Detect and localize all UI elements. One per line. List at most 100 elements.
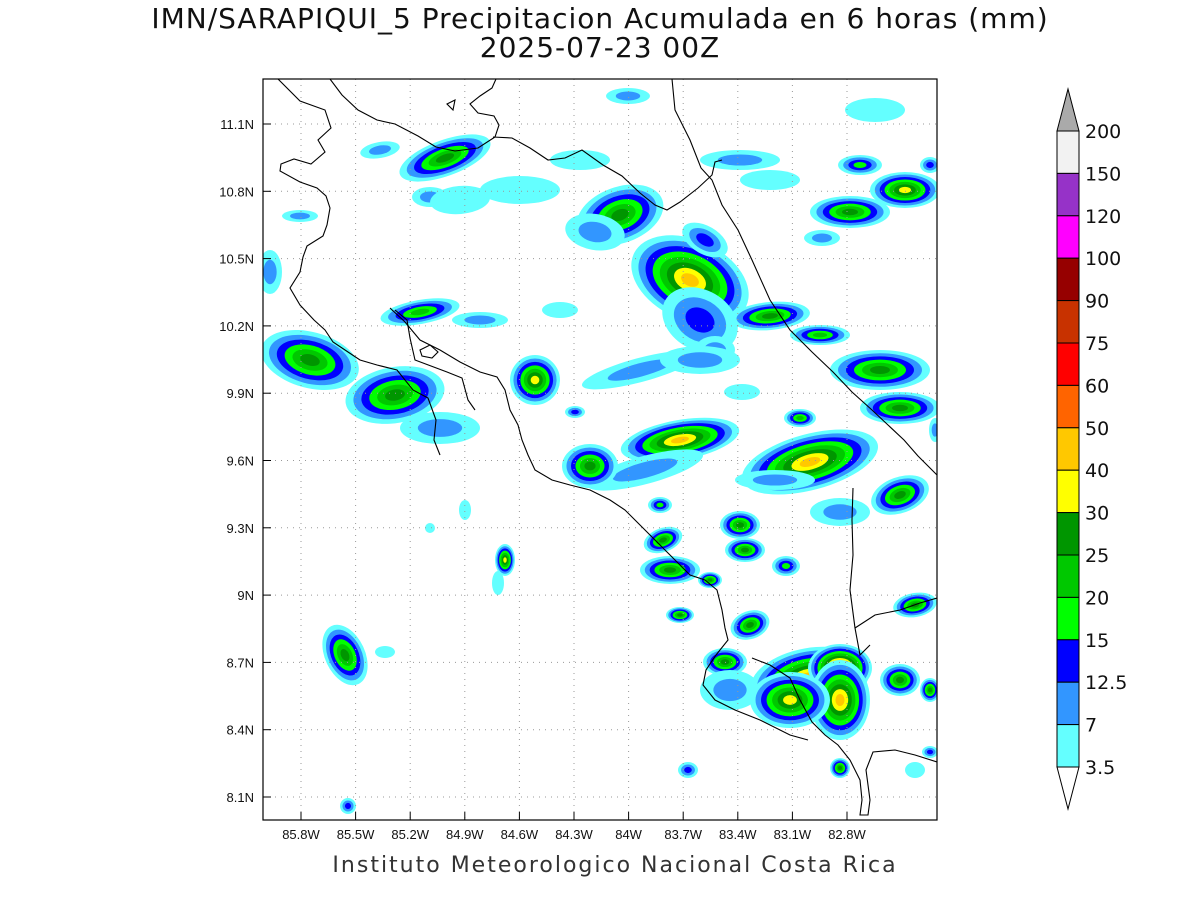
colorbar-level-label: 100 — [1085, 248, 1121, 270]
precip-contour — [892, 404, 908, 412]
colorbar-level-label: 7 — [1085, 715, 1097, 737]
precip-contour — [503, 557, 507, 563]
colorbar-swatch — [1056, 300, 1080, 344]
precip-contour — [713, 678, 747, 702]
precip-contour — [696, 233, 714, 247]
plot-frame — [262, 78, 938, 821]
caribbean-coast-north — [671, 79, 937, 476]
lon-tick-label: 84.6W — [501, 827, 539, 842]
precip-cell — [929, 418, 937, 442]
precip-contour — [417, 419, 463, 437]
precip-cell — [724, 384, 760, 400]
lon-tick-label: 84W — [615, 827, 642, 842]
lat-tick-label: 10.8N — [219, 184, 254, 199]
precip-cell — [784, 409, 816, 427]
precip-cell — [860, 392, 937, 424]
precip-cell — [375, 646, 395, 658]
colorbar-level-label: 12.5 — [1085, 672, 1127, 694]
lon-tick-label: 85.5W — [337, 827, 375, 842]
lat-tick-label: 10.5N — [219, 252, 254, 267]
precip-contour — [578, 221, 612, 243]
precip-cell — [730, 301, 810, 331]
precip-contour — [928, 687, 932, 693]
precip-contour — [812, 233, 832, 243]
precip-cell — [495, 544, 515, 576]
precip-cell — [620, 417, 740, 463]
lat-tick-label: 9.3N — [227, 521, 254, 536]
precip-contour — [492, 571, 504, 595]
lat-tick-label: 9.6N — [227, 454, 254, 469]
precip-contour — [263, 259, 277, 285]
precip-cell — [870, 172, 937, 208]
precip-cell — [845, 98, 905, 122]
precip-cell — [550, 150, 610, 170]
precip-contour — [671, 436, 689, 444]
lat-tick-label: 10.2N — [219, 319, 254, 334]
precip-cell — [425, 523, 435, 533]
precip-contour — [571, 409, 579, 415]
precip-cell — [399, 134, 491, 182]
footer-credit: Instituto Meteorologico Nacional Costa R… — [332, 853, 898, 878]
precip-contour — [344, 802, 352, 810]
colorbar-swatch — [1056, 469, 1080, 514]
precip-contour — [430, 185, 490, 215]
coastline-borders — [277, 79, 937, 816]
colorbar-swatch — [1056, 257, 1080, 302]
precip-cell — [871, 475, 929, 515]
latitude-labels: 11.1N 10.8N 10.5N 10.2N 9.9N 9.6N 9.3N 9N 8.7N 8.… — [219, 117, 254, 805]
precip-contour — [340, 648, 350, 662]
precip-cell — [340, 798, 356, 814]
precip-cell — [282, 210, 318, 222]
precip-contour — [896, 676, 904, 684]
lon-tick-label: 85.2W — [391, 827, 429, 842]
precip-contour — [931, 423, 937, 437]
colorbar-legend: 200 150 120 100 90 75 60 50 40 30 25 20 15 12.5 7 3.5 — [1056, 87, 1127, 811]
precip-contour — [842, 208, 858, 216]
lat-tick-label: 9.9N — [227, 386, 254, 401]
colorbar-swatch — [1056, 130, 1080, 174]
precip-contour — [752, 474, 798, 486]
precip-cell — [322, 624, 368, 686]
colorbar-level-label: 3.5 — [1085, 757, 1115, 779]
lat-tick-label: 8.4N — [227, 723, 254, 738]
precip-contour — [615, 91, 641, 101]
precip-cell — [810, 196, 890, 228]
colorbar-swatch — [1056, 384, 1080, 429]
precip-contour — [542, 302, 578, 318]
precip-cell — [838, 155, 882, 175]
colorbar-swatch — [1056, 172, 1080, 217]
precipitation-field — [263, 88, 937, 814]
lon-tick-label: 83.1W — [774, 827, 812, 842]
colorbar-swatch — [1056, 512, 1080, 556]
precip-contour — [300, 354, 320, 366]
precip-contour — [898, 186, 912, 194]
precip-cell — [741, 429, 879, 495]
colorbar-level-label: 200 — [1085, 121, 1121, 143]
colorbar-under-arrow — [1056, 766, 1080, 811]
precip-contour — [611, 208, 629, 222]
precip-contour — [870, 366, 890, 374]
precip-cell — [880, 664, 920, 696]
precip-contour — [464, 315, 496, 325]
precip-cell — [735, 470, 815, 490]
precip-contour — [812, 332, 828, 338]
precip-contour — [584, 461, 596, 471]
precip-contour — [783, 695, 797, 705]
lat-tick-label: 8.1N — [227, 790, 254, 805]
lon-tick-label: 84.9W — [446, 827, 484, 842]
precip-contour — [656, 502, 664, 508]
precip-cell — [606, 88, 650, 104]
precip-contour — [781, 563, 791, 569]
nicaragua-lake-coast — [277, 79, 441, 456]
precip-contour — [550, 150, 610, 170]
lat-lon-grid — [263, 79, 937, 820]
precip-cell — [810, 660, 870, 740]
precip-contour — [905, 762, 925, 778]
colorbar-swatch — [1056, 639, 1080, 683]
lon-tick-label: 82.8W — [828, 827, 866, 842]
precip-cell — [459, 500, 471, 520]
precip-cell — [400, 412, 480, 444]
cr-nic-border-east — [492, 136, 723, 211]
precip-contour — [607, 359, 673, 381]
